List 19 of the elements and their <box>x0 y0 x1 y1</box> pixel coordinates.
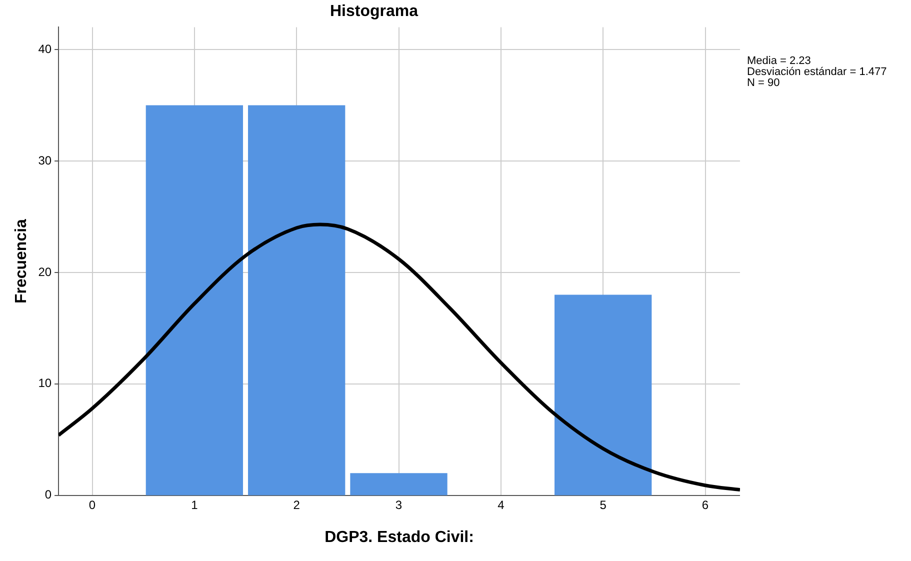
x-tick-label: 5 <box>600 498 607 512</box>
y-tick-label: 20 <box>38 264 52 279</box>
x-tick-label: 1 <box>191 498 198 512</box>
x-axis-title: DGP3. Estado Civil: <box>324 528 474 546</box>
x-tick-label: 4 <box>498 498 505 512</box>
x-tick-label: 2 <box>293 498 300 512</box>
text: Media = 2.23 <box>747 55 811 67</box>
y-axis-title: Frecuencia <box>13 218 30 304</box>
x-tick-label: 3 <box>395 498 402 512</box>
text: N = 90 <box>747 77 781 89</box>
y-tick-label: 0 <box>44 488 52 502</box>
x-tick-label: 6 <box>702 498 709 512</box>
x-tick-label: 0 <box>88 498 96 512</box>
line-series <box>58 222 740 492</box>
chart-title: Histograma <box>330 3 418 20</box>
text: Desviación estándar = 1.477 <box>747 66 887 78</box>
y-tick-label: 10 <box>38 376 52 390</box>
y-tick-label: 30 <box>38 153 52 168</box>
y-tick-label: 40 <box>38 42 52 56</box>
